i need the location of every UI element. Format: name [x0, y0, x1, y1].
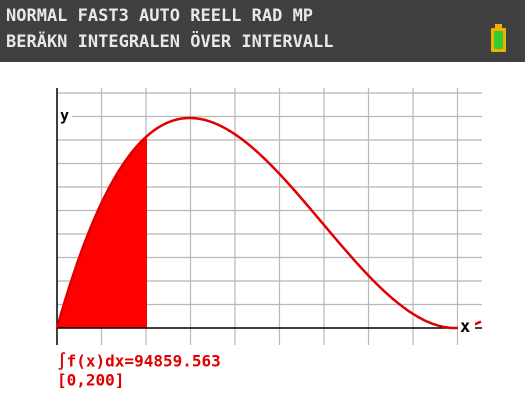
battery-icon — [491, 24, 506, 52]
message-line: BERÄKN INTEGRALEN ÖVER INTERVALL — [6, 30, 334, 52]
integral-interval: [0,200] — [57, 371, 124, 390]
calculator-screen: NORMAL FAST3 AUTO REELL RAD MP BERÄKN IN… — [0, 0, 525, 397]
x-axis-label: x — [460, 317, 470, 337]
mode-line: NORMAL FAST3 AUTO REELL RAD MP — [6, 6, 313, 26]
y-axis-label: y — [60, 107, 69, 125]
integral-result: ∫f(x)dx=94859.563 — [57, 352, 221, 371]
